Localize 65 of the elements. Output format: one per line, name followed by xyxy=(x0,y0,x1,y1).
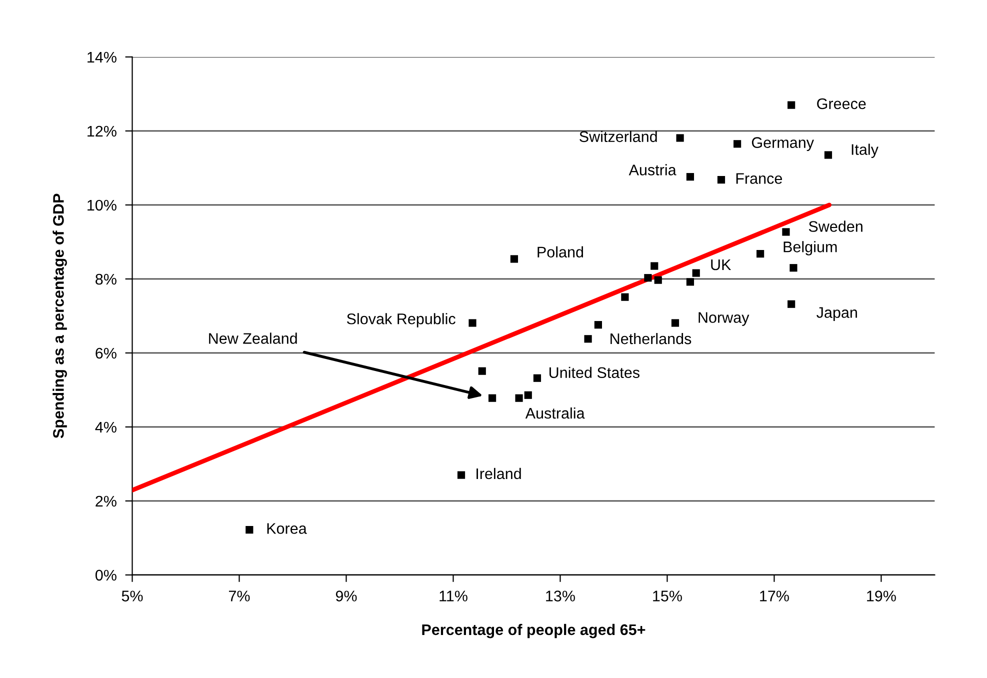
point xyxy=(644,274,652,282)
annotation: Sweden xyxy=(808,220,862,232)
annotation: Greece xyxy=(817,98,866,110)
point xyxy=(717,176,726,184)
annotation: Poland xyxy=(538,246,584,258)
point xyxy=(510,255,518,263)
annotation: Korea xyxy=(267,523,307,534)
x-tick-label: 15% xyxy=(653,590,682,602)
annotation: Netherlands xyxy=(610,332,692,344)
point xyxy=(686,278,694,286)
point xyxy=(594,321,602,329)
annotation: Germany xyxy=(752,137,814,152)
point xyxy=(788,101,796,109)
annotation: Japan xyxy=(816,307,857,321)
point xyxy=(790,264,798,272)
point xyxy=(733,140,742,148)
annotation: Austria xyxy=(628,164,676,176)
x-axis-title: Percentage of people aged 65+ xyxy=(422,624,646,638)
y-tick-label: 4% xyxy=(95,422,116,433)
point xyxy=(654,276,662,284)
point xyxy=(515,394,523,402)
point xyxy=(468,319,476,327)
point xyxy=(524,391,532,399)
point xyxy=(621,293,629,301)
annotation: UK xyxy=(711,260,732,270)
point xyxy=(478,367,486,375)
y-tick-label: 12% xyxy=(88,126,116,137)
annotation: United States xyxy=(550,366,640,378)
point xyxy=(756,250,764,258)
point xyxy=(782,228,790,236)
annotation: New Zealand xyxy=(209,332,297,344)
x-tick-label: 17% xyxy=(760,590,789,602)
x-tick-label: 13% xyxy=(546,590,575,602)
point xyxy=(584,335,592,343)
x-tick-label: 19% xyxy=(867,590,896,602)
annotation: Switzerland xyxy=(580,130,657,142)
x-tick-label: 5% xyxy=(122,590,143,602)
annotation: Norway xyxy=(698,312,750,326)
y-tick-label: 0% xyxy=(95,570,116,581)
point xyxy=(676,134,684,142)
annotation: Slovak Republic xyxy=(346,313,456,328)
point xyxy=(686,173,694,181)
point xyxy=(824,151,832,159)
x-tick-label: 7% xyxy=(228,590,250,602)
point xyxy=(246,526,254,534)
y-tick-label: 14% xyxy=(88,52,116,63)
y-tick-label: 2% xyxy=(96,496,116,507)
x-tick-label: 9% xyxy=(336,590,357,602)
point xyxy=(457,471,466,479)
y-tick-label: 6% xyxy=(96,348,116,359)
y-tick-label: 8% xyxy=(96,274,116,285)
point xyxy=(788,300,796,308)
point xyxy=(650,262,658,270)
point xyxy=(488,394,496,402)
annotation: France xyxy=(736,173,782,184)
point xyxy=(671,319,680,327)
annotation: Ireland xyxy=(476,468,521,480)
y-axis-title: Spending as a percentage of GDP xyxy=(52,194,67,438)
point xyxy=(692,269,700,277)
point xyxy=(533,374,542,382)
x-tick-label: 11% xyxy=(440,590,468,602)
annotation: Australia xyxy=(525,407,585,419)
annotation: Italy xyxy=(852,144,878,158)
annotation: Belgium xyxy=(784,241,837,256)
y-tick-label: 10% xyxy=(88,200,116,211)
